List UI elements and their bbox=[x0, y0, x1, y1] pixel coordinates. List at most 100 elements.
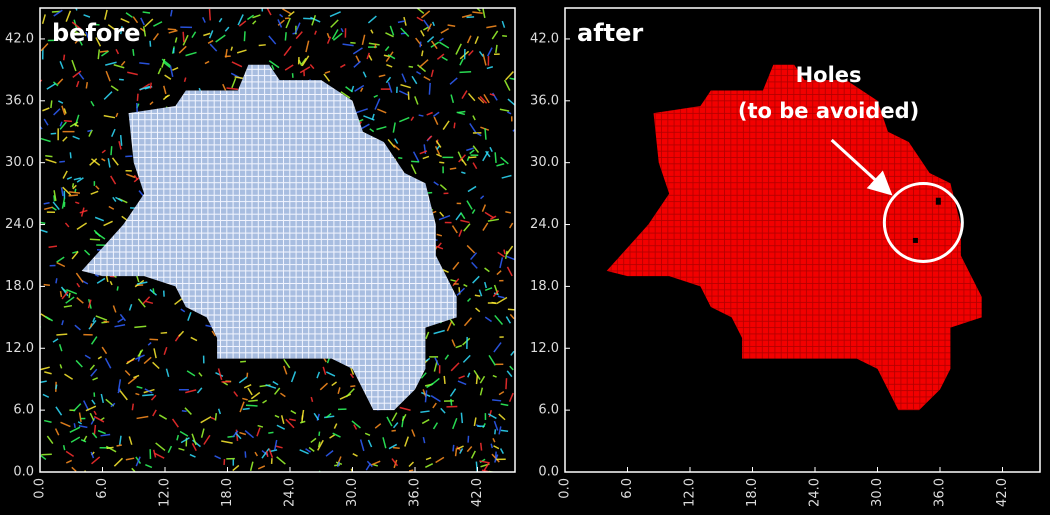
particle-streak bbox=[257, 424, 264, 428]
particle-streak bbox=[134, 354, 145, 361]
particle-streak bbox=[477, 96, 485, 104]
particle-streak bbox=[492, 290, 500, 298]
particle-streak bbox=[360, 123, 370, 130]
particle-streak bbox=[116, 286, 119, 291]
particle-streak bbox=[119, 390, 128, 401]
particle-streak bbox=[325, 450, 334, 457]
particle-streak bbox=[275, 445, 283, 449]
particle-streak bbox=[325, 412, 332, 419]
particle-streak bbox=[224, 26, 230, 32]
particle-streak bbox=[218, 17, 223, 23]
particle-streak bbox=[183, 77, 187, 83]
particle-streak bbox=[386, 416, 393, 427]
particle-streak bbox=[76, 222, 88, 230]
particle-streak bbox=[430, 377, 440, 386]
particle-streak bbox=[268, 60, 280, 69]
particle-streak bbox=[392, 122, 396, 133]
y-tick-label: 30.0 bbox=[530, 155, 559, 170]
particle-streak bbox=[152, 449, 157, 458]
particle-streak bbox=[332, 32, 343, 41]
particle-streak bbox=[178, 447, 185, 451]
particle-streak bbox=[217, 408, 222, 415]
particle-streak bbox=[408, 461, 415, 468]
particle-streak bbox=[484, 287, 493, 292]
particle-streak bbox=[389, 25, 395, 36]
particle-streak bbox=[254, 451, 259, 457]
particle-streak bbox=[436, 145, 441, 150]
particle-streak bbox=[417, 64, 427, 73]
particle-streak bbox=[40, 221, 46, 225]
particle-streak bbox=[451, 225, 458, 234]
particle-streak bbox=[467, 185, 477, 193]
particle-streak bbox=[92, 317, 96, 323]
particle-streak bbox=[487, 218, 499, 222]
particle-streak bbox=[204, 60, 210, 65]
particle-streak bbox=[53, 195, 56, 202]
particle-streak bbox=[95, 185, 100, 190]
particle-streak bbox=[399, 406, 411, 411]
particle-streak bbox=[100, 393, 105, 404]
particle-streak bbox=[198, 372, 203, 377]
particle-streak bbox=[387, 81, 393, 93]
particle-streak bbox=[128, 303, 133, 311]
particle-streak bbox=[192, 439, 201, 448]
particle-streak bbox=[63, 120, 72, 123]
particle-streak bbox=[83, 14, 91, 18]
particle-streak bbox=[435, 456, 445, 464]
x-tick-label: 18.0 bbox=[220, 478, 235, 507]
particle-streak bbox=[447, 24, 456, 28]
particle-streak bbox=[436, 233, 443, 237]
x-tick-label: 6.0 bbox=[95, 478, 110, 499]
particle-streak bbox=[426, 35, 435, 43]
particle-streak bbox=[131, 467, 136, 472]
particle-streak bbox=[422, 436, 426, 444]
particle-streak bbox=[104, 9, 108, 20]
particle-streak bbox=[509, 365, 514, 371]
particle-streak bbox=[261, 448, 270, 459]
particle-streak bbox=[120, 18, 130, 24]
particle-streak bbox=[282, 8, 292, 15]
particle-streak bbox=[71, 466, 77, 472]
particle-streak bbox=[378, 74, 386, 78]
particle-streak bbox=[182, 31, 185, 43]
particle-streak bbox=[200, 428, 205, 438]
particle-streak bbox=[97, 355, 103, 360]
particle-streak bbox=[425, 462, 434, 469]
particle-streak bbox=[75, 80, 80, 88]
particle-streak bbox=[268, 448, 274, 458]
y-tick-label: 12.0 bbox=[530, 341, 559, 356]
particle-streak bbox=[333, 423, 338, 429]
particle-streak bbox=[88, 319, 97, 330]
particle-streak bbox=[273, 439, 278, 451]
particle-streak bbox=[432, 422, 439, 430]
particle-streak bbox=[40, 229, 48, 233]
particle-streak bbox=[469, 123, 477, 133]
particle-streak bbox=[506, 111, 512, 115]
particle-streak bbox=[180, 308, 186, 313]
particle-streak bbox=[350, 468, 354, 472]
particle-streak bbox=[408, 65, 414, 68]
particle-streak bbox=[303, 17, 315, 20]
particle-streak bbox=[150, 394, 157, 401]
particle-streak bbox=[73, 30, 83, 36]
particle-streak bbox=[310, 396, 314, 403]
particle-streak bbox=[70, 436, 81, 443]
particle-streak bbox=[149, 40, 152, 47]
particle-streak bbox=[248, 399, 258, 402]
particle-streak bbox=[280, 415, 285, 425]
particle-streak bbox=[247, 387, 253, 396]
particle-streak bbox=[461, 13, 472, 18]
x-tick-label: 30.0 bbox=[345, 478, 360, 507]
particle-streak bbox=[71, 59, 77, 72]
plot-area bbox=[606, 64, 982, 411]
particle-streak bbox=[69, 121, 79, 128]
particle-streak bbox=[93, 415, 105, 423]
particle-streak bbox=[434, 357, 440, 366]
particle-streak bbox=[58, 344, 63, 352]
particle-streak bbox=[71, 183, 75, 188]
particle-streak bbox=[85, 405, 97, 412]
particle-streak bbox=[496, 162, 505, 167]
particle-streak bbox=[65, 296, 75, 304]
particle-streak bbox=[62, 136, 68, 142]
particle-streak bbox=[107, 158, 111, 168]
